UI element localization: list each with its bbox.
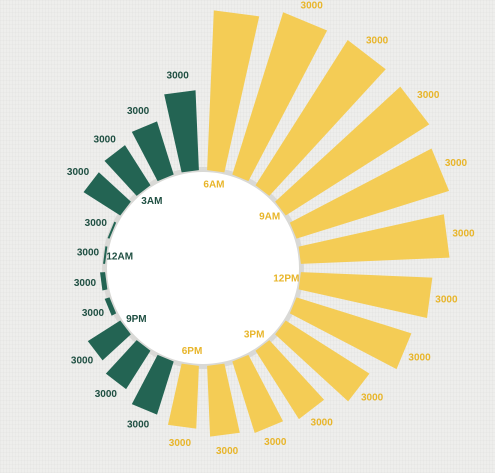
- value-label-2am: 3000: [67, 167, 90, 178]
- value-label-4am: 3000: [127, 106, 150, 117]
- bar-5am: [164, 90, 199, 172]
- value-label-10am: 3000: [445, 158, 468, 169]
- hub: [107, 172, 299, 364]
- value-label-7pm: 3000: [127, 419, 150, 430]
- value-label-3am: 3000: [94, 134, 117, 145]
- hour-label-12pm: 12PM: [273, 274, 299, 285]
- hour-label-9am: 9AM: [259, 212, 280, 223]
- value-label-2pm: 3000: [361, 392, 384, 403]
- value-label-12am: 3000: [77, 247, 100, 258]
- value-label-7am: 3000: [301, 0, 324, 11]
- hour-label-3pm: 3PM: [244, 329, 265, 340]
- value-label-9am: 3000: [417, 90, 440, 101]
- value-label-5am: 3000: [167, 70, 190, 81]
- bar-5pm: [207, 364, 240, 437]
- value-label-8pm: 3000: [95, 389, 118, 400]
- value-label-11pm: 3000: [74, 278, 97, 289]
- value-label-5pm: 3000: [216, 446, 239, 457]
- value-label-4pm: 3000: [264, 437, 287, 448]
- hour-label-3am: 3AM: [141, 196, 162, 207]
- hour-label-6am: 6AM: [203, 179, 224, 190]
- hour-label-6pm: 6PM: [182, 346, 203, 357]
- bar-6pm: [168, 364, 199, 429]
- value-label-8am: 3000: [366, 36, 389, 47]
- hour-label-12am: 12AM: [106, 252, 133, 263]
- value-label-1am: 3000: [85, 218, 108, 229]
- value-label-9pm: 3000: [71, 355, 94, 366]
- value-label-6pm: 3000: [169, 438, 192, 449]
- value-label-3pm: 3000: [311, 417, 334, 428]
- value-label-12pm: 3000: [435, 295, 458, 306]
- value-label-10pm: 3000: [82, 308, 105, 319]
- hour-label-9pm: 9PM: [126, 314, 147, 325]
- value-label-1pm: 3000: [408, 352, 431, 363]
- value-label-6am: 3000: [228, 0, 251, 2]
- value-label-11am: 3000: [452, 228, 475, 239]
